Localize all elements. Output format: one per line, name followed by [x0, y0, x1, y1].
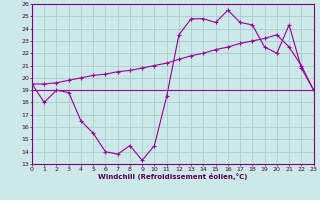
- X-axis label: Windchill (Refroidissement éolien,°C): Windchill (Refroidissement éolien,°C): [98, 173, 247, 180]
